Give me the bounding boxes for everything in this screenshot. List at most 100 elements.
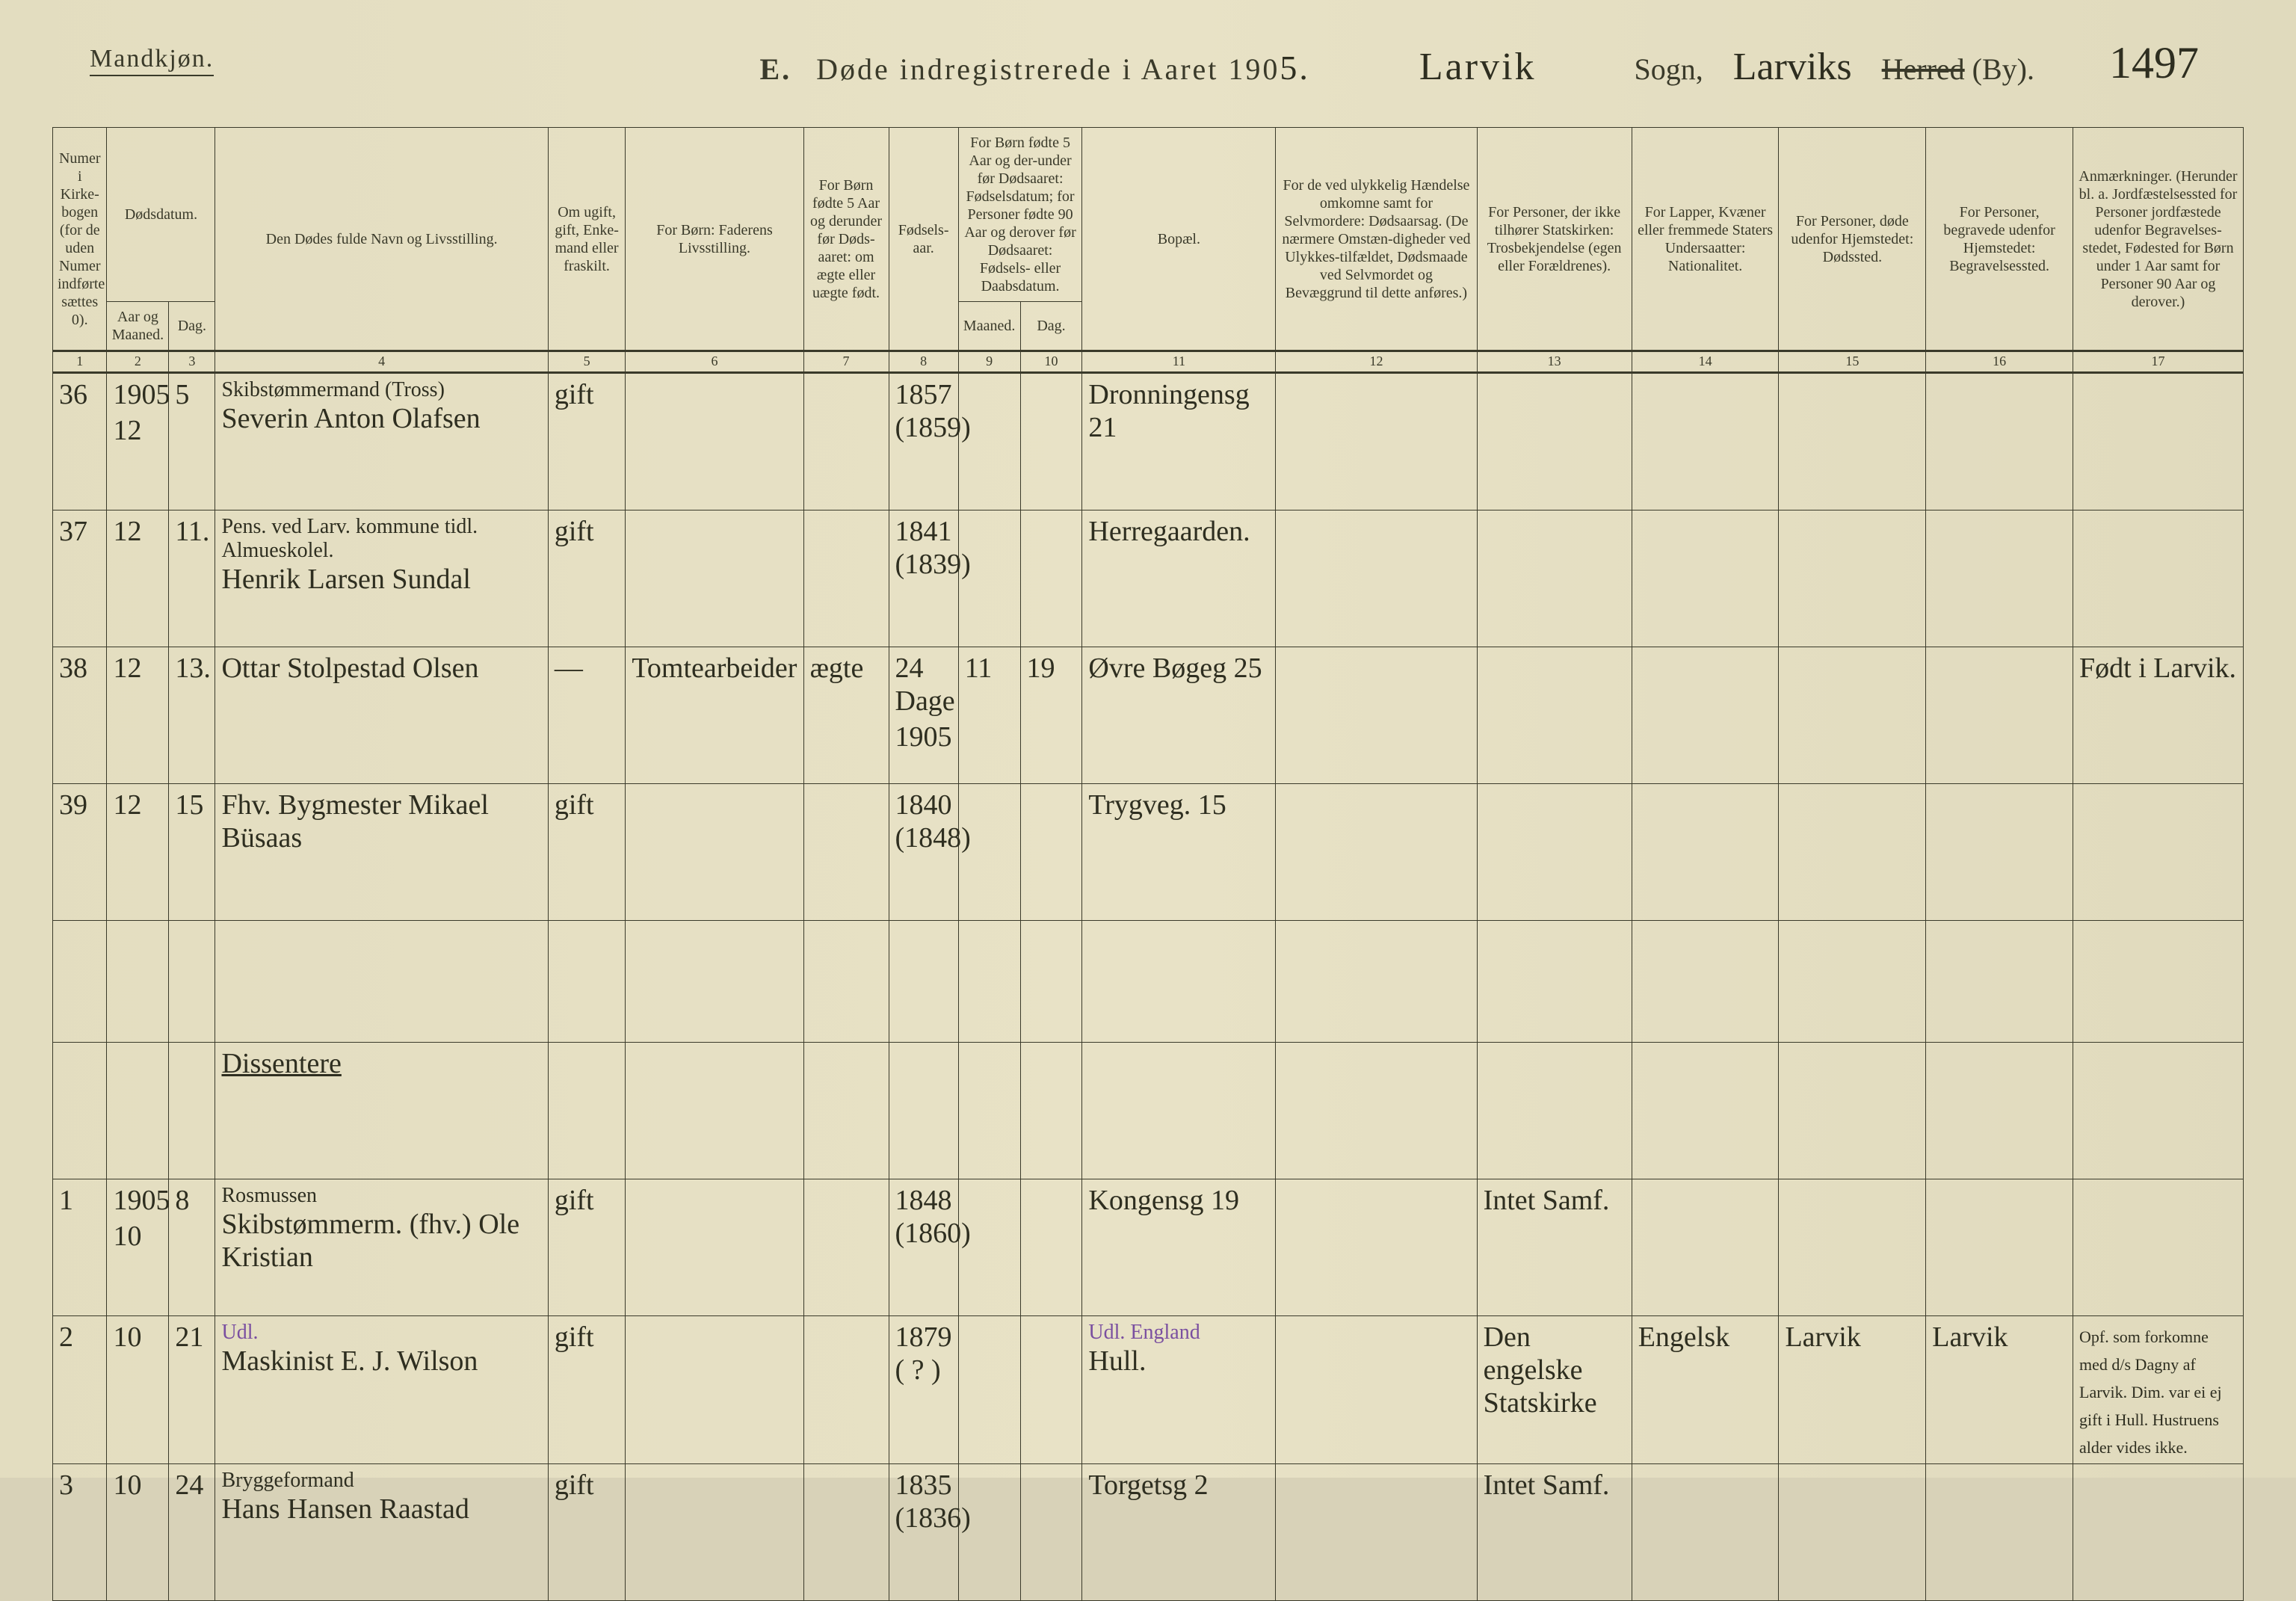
name: Maskinist E. J. Wilson xyxy=(221,1345,478,1377)
coln-8: 8 xyxy=(889,351,958,373)
born-paren: (1848) xyxy=(895,822,971,854)
faith: Intet Samf. xyxy=(1484,1185,1610,1216)
remark: Opf. som forkomne med d/s Dagny af Larvi… xyxy=(2079,1327,2222,1457)
month: 10 xyxy=(113,1469,141,1501)
residence: Dronningensg 21 xyxy=(1088,379,1249,443)
born-paren: (1836) xyxy=(895,1502,971,1534)
coln-1: 1 xyxy=(53,351,107,373)
col-1-hdr: Numer i Kirke-bogen (for de uden Numer i… xyxy=(53,128,107,351)
table-row: 39 12 15 Fhv. Bygmester Mikael Büsaas gi… xyxy=(53,783,2244,920)
born-year: 1848 xyxy=(895,1185,952,1216)
occupation: Pens. ved Larv. kommune tidl. Almueskole… xyxy=(221,515,541,563)
name: Hans Hansen Raastad xyxy=(221,1493,469,1525)
name: Skibstømmerm. (fhv.) Ole Kristian xyxy=(221,1209,519,1273)
day: 21 xyxy=(175,1321,203,1353)
day: 24 xyxy=(175,1469,203,1501)
residence: Øvre Bøgeg 25 xyxy=(1088,653,1262,684)
col-17-hdr: Anmærkninger. (Herunder bl. a. Jordfæste… xyxy=(2073,128,2244,351)
title-main: Døde indregistrerede i Aaret 190 xyxy=(816,52,1280,86)
born-paren: (1859) xyxy=(895,412,971,443)
age-above: 24 Dage xyxy=(895,652,952,718)
coln-6: 6 xyxy=(626,351,803,373)
month: 12 xyxy=(113,415,141,446)
status: gift xyxy=(555,1185,594,1216)
by-label: (By). xyxy=(1972,52,2034,86)
col-6-hdr: For Børn: Faderens Livsstilling. xyxy=(626,128,803,351)
month: 12 xyxy=(113,789,141,821)
day: 8 xyxy=(175,1185,189,1216)
occupation: Skibstømmermand (Tross) xyxy=(221,378,541,402)
day: 5 xyxy=(175,379,189,410)
residence: Hull. xyxy=(1088,1345,1146,1377)
year-header: 1905 xyxy=(113,378,162,411)
born-year: 1841 xyxy=(895,516,952,547)
col-15-hdr: For Personer, døde udenfor Hjemstedet: D… xyxy=(1779,128,1926,351)
status: gift xyxy=(555,789,594,821)
col-12-hdr: For de ved ulykkelig Hændelse omkomne sa… xyxy=(1276,128,1477,351)
entry-num: 2 xyxy=(59,1321,73,1353)
residence: Kongensg 19 xyxy=(1088,1185,1239,1216)
page-number: 1497 xyxy=(2109,37,2199,89)
col-9-hdr: Maaned. xyxy=(958,302,1020,351)
residence-above: Udl. England xyxy=(1088,1321,1269,1345)
title-year-hw: 5. xyxy=(1280,49,1310,87)
coln-16: 16 xyxy=(1926,351,2073,373)
col-5-hdr: Om ugift, gift, Enke-mand eller fraskilt… xyxy=(548,128,626,351)
coln-7: 7 xyxy=(803,351,889,373)
entry-num: 39 xyxy=(59,789,87,821)
occupation: Udl. xyxy=(221,1321,541,1345)
col-11-hdr: Bopæl. xyxy=(1082,128,1276,351)
parish-hw: Larvik xyxy=(1419,46,1537,88)
birth-month: 11 xyxy=(965,653,993,684)
col-10-hdr: Dag. xyxy=(1020,302,1082,351)
coln-9: 9 xyxy=(958,351,1020,373)
deathplace: Larvik xyxy=(1785,1321,1860,1353)
sogn-label: Sogn, xyxy=(1635,52,1703,86)
name: Fhv. Bygmester Mikael Büsaas xyxy=(221,789,488,854)
faith: Intet Samf. xyxy=(1484,1469,1610,1501)
table-row: 3 10 24 Bryggeformand Hans Hansen Raasta… xyxy=(53,1463,2244,1600)
coln-2: 2 xyxy=(107,351,169,373)
status: gift xyxy=(555,1469,594,1501)
blank-row xyxy=(53,920,2244,1042)
table-row: 38 12 13. Ottar Stolpestad Olsen — Tomte… xyxy=(53,647,2244,783)
entry-num: 38 xyxy=(59,653,87,684)
coln-4: 4 xyxy=(215,351,548,373)
status: — xyxy=(555,653,583,684)
col-2-3-top: Dødsdatum. xyxy=(107,128,215,302)
coln-5: 5 xyxy=(548,351,626,373)
entry-num: 36 xyxy=(59,379,87,410)
register-table: Numer i Kirke-bogen (for de uden Numer i… xyxy=(52,127,2244,1601)
name: Ottar Stolpestad Olsen xyxy=(221,653,478,684)
district-hw: Larviks xyxy=(1733,46,1852,88)
col-4-hdr: Den Dødes fulde Navn og Livsstilling. xyxy=(215,128,548,351)
col-3-hdr: Dag. xyxy=(169,302,215,351)
nation: Engelsk xyxy=(1638,1321,1729,1353)
residence: Trygveg. 15 xyxy=(1088,789,1226,821)
faith: Den engelske Statskirke xyxy=(1484,1321,1597,1419)
table-row: 37 12 11. Pens. ved Larv. kommune tidl. … xyxy=(53,510,2244,647)
burial: Larvik xyxy=(1932,1321,2008,1353)
col-7-hdr: For Børn fødte 5 Aar og derunder før Død… xyxy=(803,128,889,351)
herred-strike: Herred xyxy=(1882,52,1965,86)
status: gift xyxy=(555,379,594,410)
born-year: 1905 xyxy=(895,721,952,753)
entry-num: 37 xyxy=(59,516,87,547)
occupation: Rosmussen xyxy=(221,1184,541,1208)
coln-10: 10 xyxy=(1020,351,1082,373)
table-row: 36 1905 12 5 Skibstømmermand (Tross) Sev… xyxy=(53,372,2244,510)
col-14-hdr: For Lapper, Kvæner eller fremmede Stater… xyxy=(1632,128,1779,351)
coln-14: 14 xyxy=(1632,351,1779,373)
header-line: Mandkjøn. E. Døde indregistrerede i Aare… xyxy=(52,45,2244,105)
coln-17: 17 xyxy=(2073,351,2244,373)
coln-3: 3 xyxy=(169,351,215,373)
year-header: 1905 xyxy=(113,1184,162,1217)
table-row: 1 1905 10 8 Rosmussen Skibstømmerm. (fhv… xyxy=(53,1179,2244,1315)
coln-12: 12 xyxy=(1276,351,1477,373)
entry-num: 3 xyxy=(59,1469,73,1501)
residence: Torgetsg 2 xyxy=(1088,1469,1208,1501)
born-year: 1857 xyxy=(895,379,952,410)
residence: Herregaarden. xyxy=(1088,516,1250,547)
born-paren: (1860) xyxy=(895,1218,971,1249)
born-paren: ( ? ) xyxy=(895,1354,941,1386)
